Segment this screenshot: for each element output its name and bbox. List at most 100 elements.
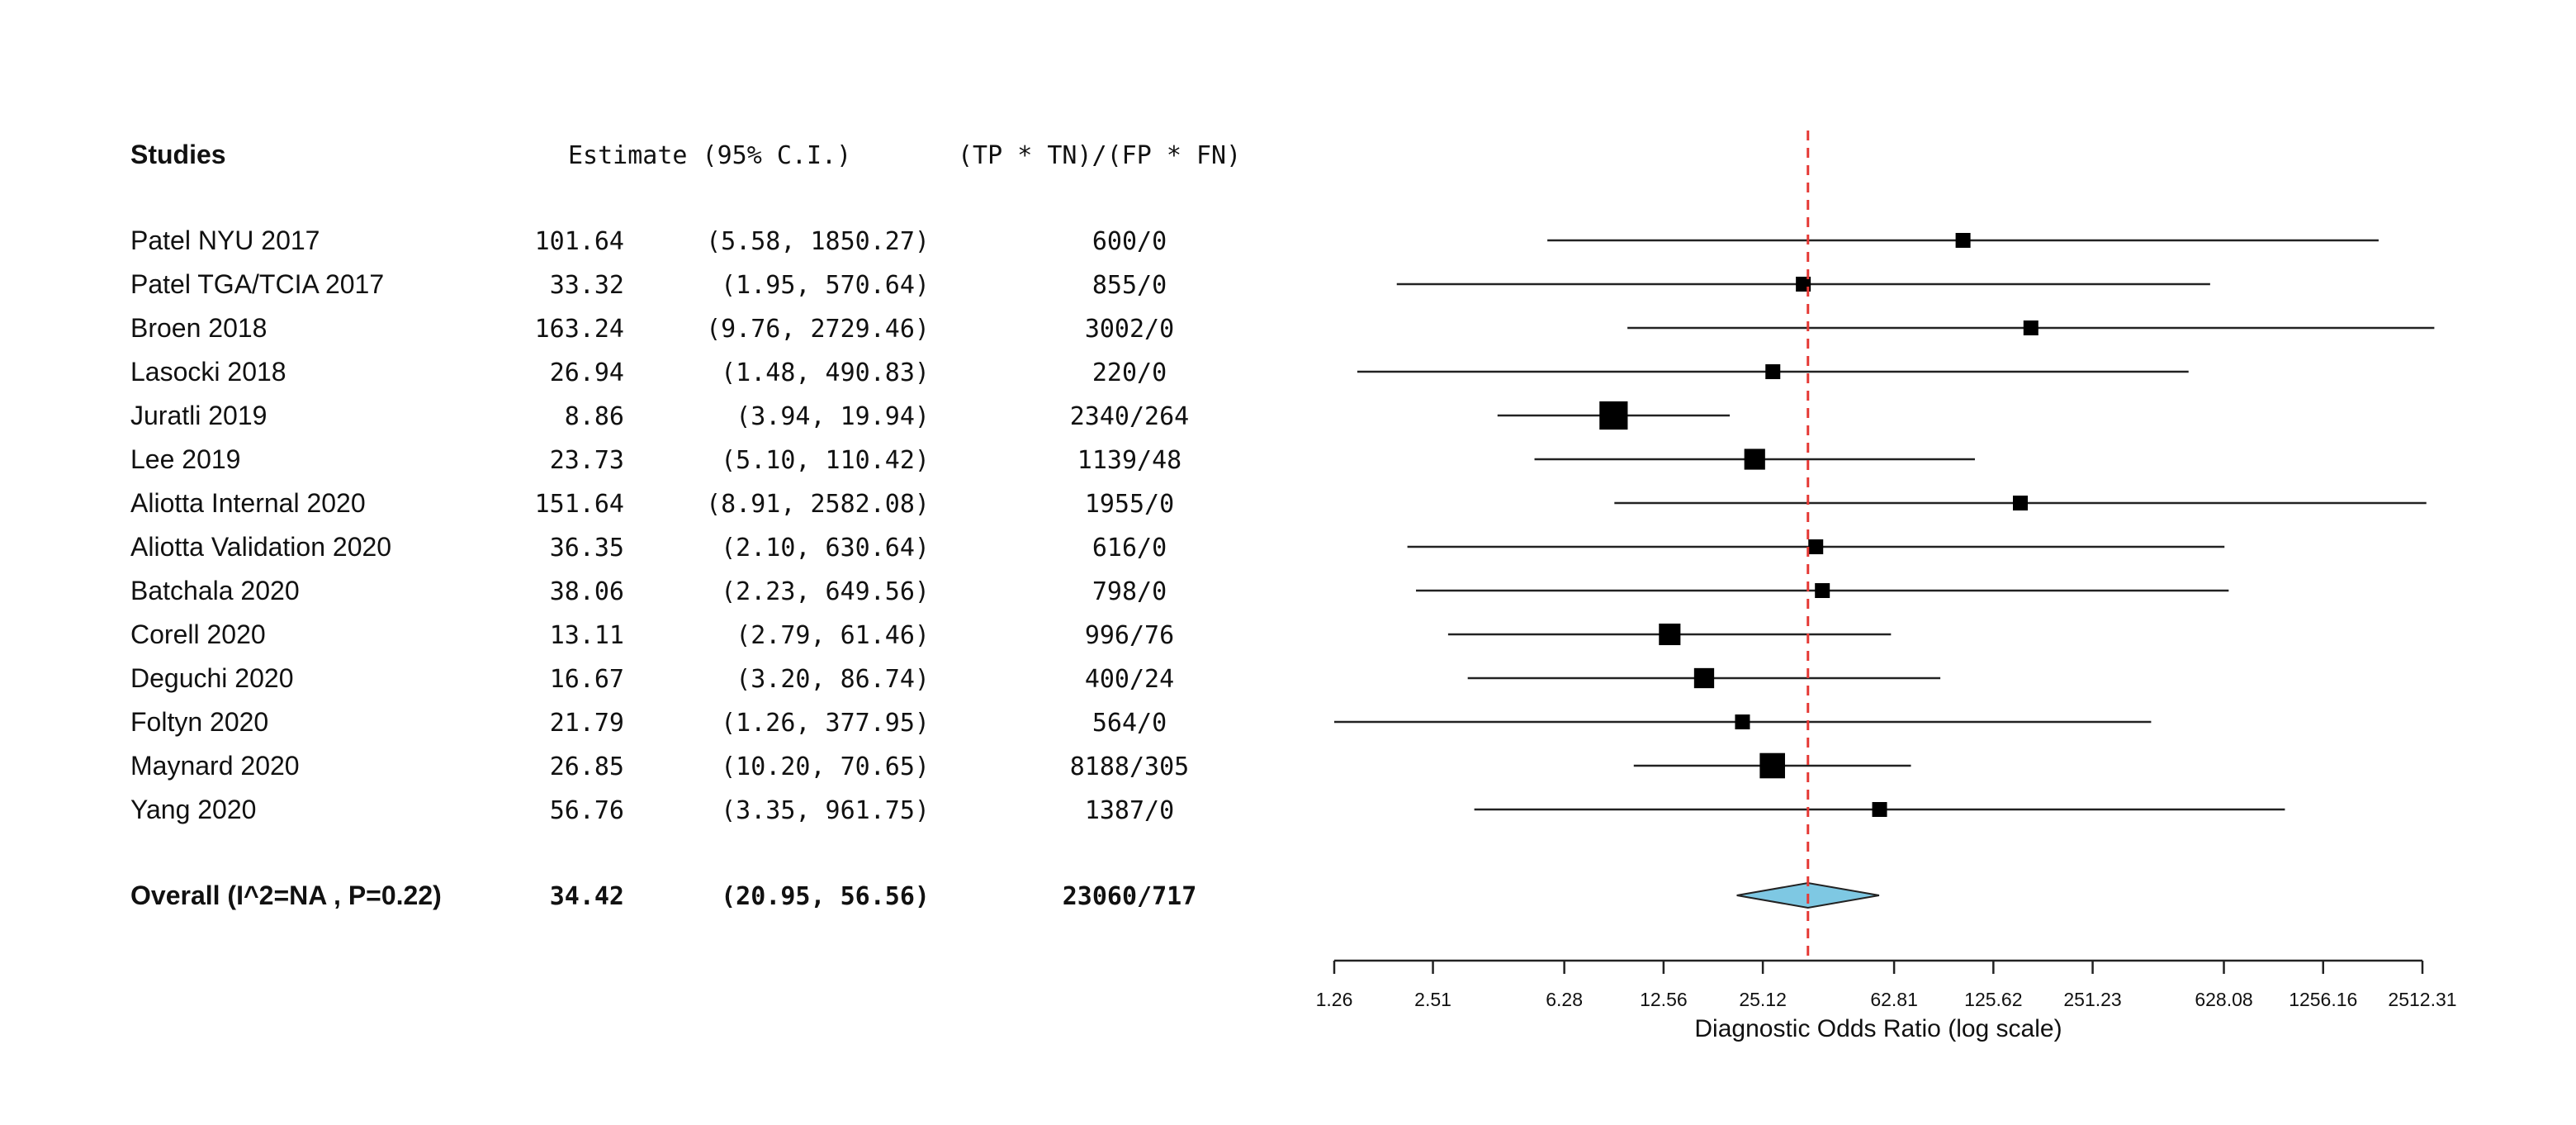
study-ratio: 8188/305: [1070, 752, 1190, 781]
estimate-marker: [1599, 401, 1628, 430]
study-name: Aliotta Internal 2020: [130, 488, 366, 518]
study-name: Patel NYU 2017: [130, 225, 320, 255]
study-estimate: 38.06: [550, 577, 624, 606]
study-ci: (1.48, 490.83): [721, 358, 930, 387]
study-ci: (1.95, 570.64): [721, 271, 930, 300]
study-ratio: 616/0: [1092, 534, 1167, 562]
study-row: Patel NYU 2017 101.64 (5.58, 1850.27) 600/0: [130, 225, 1167, 256]
study-name: Lasocki 2018: [130, 357, 286, 387]
x-tick-label: 628.08: [2195, 989, 2252, 1010]
study-ci: (3.94, 19.94): [736, 402, 930, 431]
overall-ci: (20.95, 56.56): [721, 882, 930, 911]
study-name: Patel TGA/TCIA 2017: [130, 269, 384, 299]
study-estimate: 36.35: [550, 534, 624, 562]
study-ratio: 1955/0: [1085, 490, 1174, 519]
estimate-marker: [1955, 233, 1971, 248]
study-estimate: 33.32: [550, 271, 624, 300]
study-row: Deguchi 2020 16.67 (3.20, 86.74) 400/24: [130, 663, 1174, 694]
estimate-marker: [2023, 320, 2039, 335]
study-name: Yang 2020: [130, 795, 256, 824]
estimate-marker: [1659, 623, 1681, 646]
x-tick-label: 12.56: [1640, 989, 1688, 1010]
study-ci: (10.20, 70.65): [721, 752, 930, 781]
study-ci: (2.79, 61.46): [736, 621, 930, 650]
study-ci: (3.35, 961.75): [721, 796, 930, 825]
study-estimate: 151.64: [535, 490, 624, 519]
study-name: Batchala 2020: [130, 576, 300, 605]
overall-estimate: 34.42: [550, 882, 624, 911]
study-row: Corell 2020 13.11 (2.79, 61.46) 996/76: [130, 619, 1174, 650]
header-ratio: (TP * TN)/(FP * FN): [958, 141, 1241, 170]
x-tick-label: 2512.31: [2388, 989, 2456, 1010]
x-tick-label: 62.81: [1870, 989, 1918, 1010]
study-name: Broen 2018: [130, 313, 267, 343]
study-row: Batchala 2020 38.06 (2.23, 649.56) 798/0: [130, 576, 1167, 606]
study-estimate: 23.73: [550, 446, 624, 475]
study-name: Deguchi 2020: [130, 663, 293, 693]
study-estimate: 26.85: [550, 752, 624, 781]
study-ratio: 996/76: [1085, 621, 1174, 650]
estimate-marker: [1744, 449, 1765, 470]
study-row: Juratli 2019 8.86 (3.94, 19.94) 2340/264: [130, 401, 1189, 431]
header-estimate: Estimate (95% C.I.): [568, 141, 851, 170]
estimate-marker: [1808, 539, 1824, 554]
study-name: Corell 2020: [130, 619, 266, 649]
overall-row: Overall (I^2=NA , P=0.22) 34.42 (20.95, 56…: [130, 881, 1196, 911]
study-ci: (9.76, 2729.46): [706, 315, 930, 344]
study-ratio: 564/0: [1092, 709, 1167, 738]
study-estimate: 26.94: [550, 358, 624, 387]
study-row: Aliotta Validation 2020 36.35 (2.10, 630.6…: [130, 532, 1167, 562]
study-ci: (2.10, 630.64): [721, 534, 930, 562]
study-ratio: 2340/264: [1070, 402, 1190, 431]
study-row: Maynard 2020 26.85 (10.20, 70.65) 8188/305: [130, 751, 1189, 781]
x-tick-label: 1.26: [1316, 989, 1353, 1010]
study-ratio: 600/0: [1092, 227, 1167, 256]
study-ratio: 855/0: [1092, 271, 1167, 300]
estimate-marker: [1693, 667, 1715, 689]
x-tick-label: 251.23: [2063, 989, 2121, 1010]
study-row: Lasocki 2018 26.94 (1.48, 490.83) 220/0: [130, 357, 1167, 387]
study-ratio: 1139/48: [1077, 446, 1181, 475]
overall-label: Overall (I^2=NA , P=0.22): [130, 881, 442, 910]
study-ci: (2.23, 649.56): [721, 577, 930, 606]
overall-ratio: 23060/717: [1063, 882, 1197, 911]
x-tick-label: 25.12: [1739, 989, 1787, 1010]
study-ci: (1.26, 377.95): [721, 709, 930, 738]
study-estimate: 13.11: [550, 621, 624, 650]
x-tick-label: 2.51: [1414, 989, 1451, 1010]
study-ratio: 798/0: [1092, 577, 1167, 606]
study-estimate: 101.64: [535, 227, 624, 256]
estimate-marker: [1735, 714, 1750, 729]
estimate-marker: [1765, 364, 1781, 379]
estimate-marker: [2012, 496, 2028, 510]
estimate-marker: [1815, 583, 1830, 598]
study-row: Lee 2019 23.73 (5.10, 110.42) 1139/48: [130, 444, 1181, 475]
study-ratio: 1387/0: [1085, 796, 1174, 825]
study-ci: (8.91, 2582.08): [706, 490, 930, 519]
study-row: Aliotta Internal 2020 151.64 (8.91, 2582.0…: [130, 488, 1174, 519]
study-ratio: 3002/0: [1085, 315, 1174, 344]
x-tick-label: 6.28: [1546, 989, 1583, 1010]
estimate-marker: [1872, 802, 1887, 817]
x-axis-label: Diagnostic Odds Ratio (log scale): [1694, 1015, 2062, 1042]
study-estimate: 21.79: [550, 709, 624, 738]
study-name: Lee 2019: [130, 444, 240, 474]
x-tick-label: 1256.16: [2289, 989, 2357, 1010]
estimate-marker: [1759, 752, 1785, 779]
study-name: Maynard 2020: [130, 751, 300, 781]
study-ci: (3.20, 86.74): [736, 665, 930, 694]
study-estimate: 8.86: [565, 402, 624, 431]
study-row: Yang 2020 56.76 (3.35, 961.75) 1387/0: [130, 795, 1174, 825]
study-ratio: 220/0: [1092, 358, 1167, 387]
study-row: Patel TGA/TCIA 2017 33.32 (1.95, 570.64) 85…: [130, 269, 1167, 300]
study-row: Broen 2018 163.24 (9.76, 2729.46) 3002/0: [130, 313, 1174, 344]
study-name: Aliotta Validation 2020: [130, 532, 391, 562]
study-name: Foltyn 2020: [130, 707, 268, 737]
study-estimate: 163.24: [535, 315, 624, 344]
study-estimate: 56.76: [550, 796, 624, 825]
study-name: Juratli 2019: [130, 401, 267, 430]
study-row: Foltyn 2020 21.79 (1.26, 377.95) 564/0: [130, 707, 1167, 738]
study-ratio: 400/24: [1085, 665, 1174, 694]
study-ci: (5.10, 110.42): [721, 446, 930, 475]
